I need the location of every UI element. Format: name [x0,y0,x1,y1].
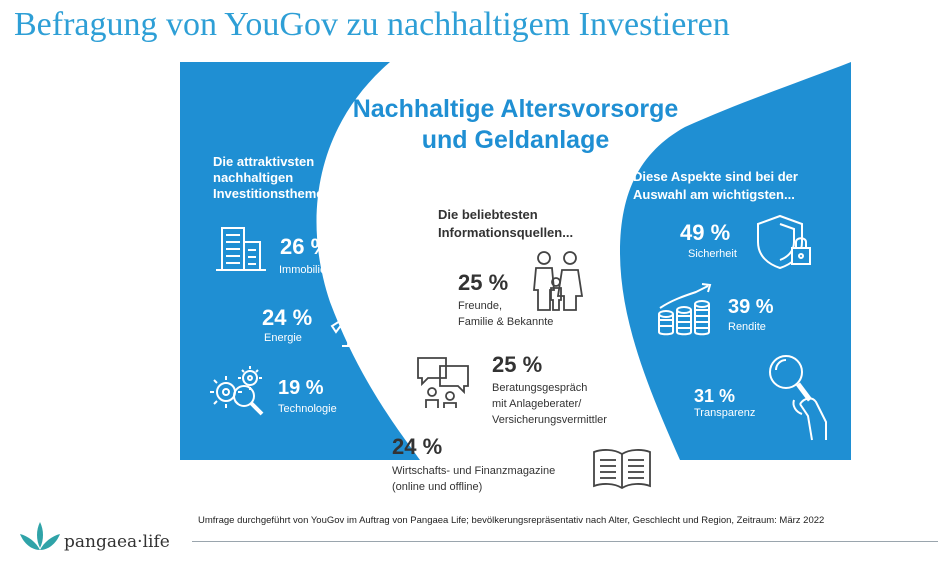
chat-people-icon [417,357,469,408]
headline-line-1: Nachhaltige Altersvorsorge [352,95,679,123]
left-item-1-value: 26 % [280,234,331,259]
center-item-2-label: Beratungsgespräch mit Anlageberater/ Ver… [492,382,607,426]
wind-turbine-icon [330,291,374,347]
logo-text: pangaea·life [64,532,170,552]
center-item-3-label: Wirtschafts- und Finanzmagazine (online … [392,465,556,493]
shield-lock-icon [757,214,811,270]
right-item-2-value: 39 % [728,296,774,318]
center-item-1-value: 25 % [458,270,509,295]
headline-line-2: und Geldanlage [421,126,610,154]
infographic-background [180,62,851,460]
infographic: Nachhaltige Altersvorsorge und Geldanlag… [180,62,851,512]
slide-title: Befragung von YouGov zu nachhaltigem Inv… [14,6,730,43]
magnifier-hand-icon [769,355,827,441]
left-item-2-label: Energie [264,332,302,344]
center-item-1-label: Freunde, Familie & Bekannte [458,300,554,328]
coins-growth-icon [658,283,712,336]
left-item-3-value: 19 % [278,377,324,399]
right-heading: Diese Aspekte sind bei der Auswahl am wi… [633,169,798,202]
center-heading: Die beliebtesten Informationsquellen... [438,207,574,240]
right-item-3-label: Transparenz [694,407,756,419]
left-item-3-label: Technologie [278,403,337,415]
right-item-1-value: 49 % [680,220,731,245]
pangaea-leaf-icon [20,522,60,550]
center-item-2-value: 25 % [492,352,543,377]
right-item-2-label: Rendite [728,321,766,333]
footer-divider [192,541,938,542]
footnote: Umfrage durchgeführt von YouGov im Auftr… [198,515,825,526]
gears-magnifier-icon [210,366,264,416]
center-item-3-value: 24 % [392,434,443,459]
right-item-3-value: 31 % [694,386,736,406]
building-icon [216,227,266,271]
open-book-icon [593,449,651,490]
left-item-1-label: Immobilien [279,264,333,276]
family-icon [533,251,584,311]
left-item-2-value: 24 % [262,305,313,330]
right-item-1-label: Sicherheit [688,248,737,260]
left-heading: Die attraktivsten nachhaltigen Investiti… [213,154,343,201]
